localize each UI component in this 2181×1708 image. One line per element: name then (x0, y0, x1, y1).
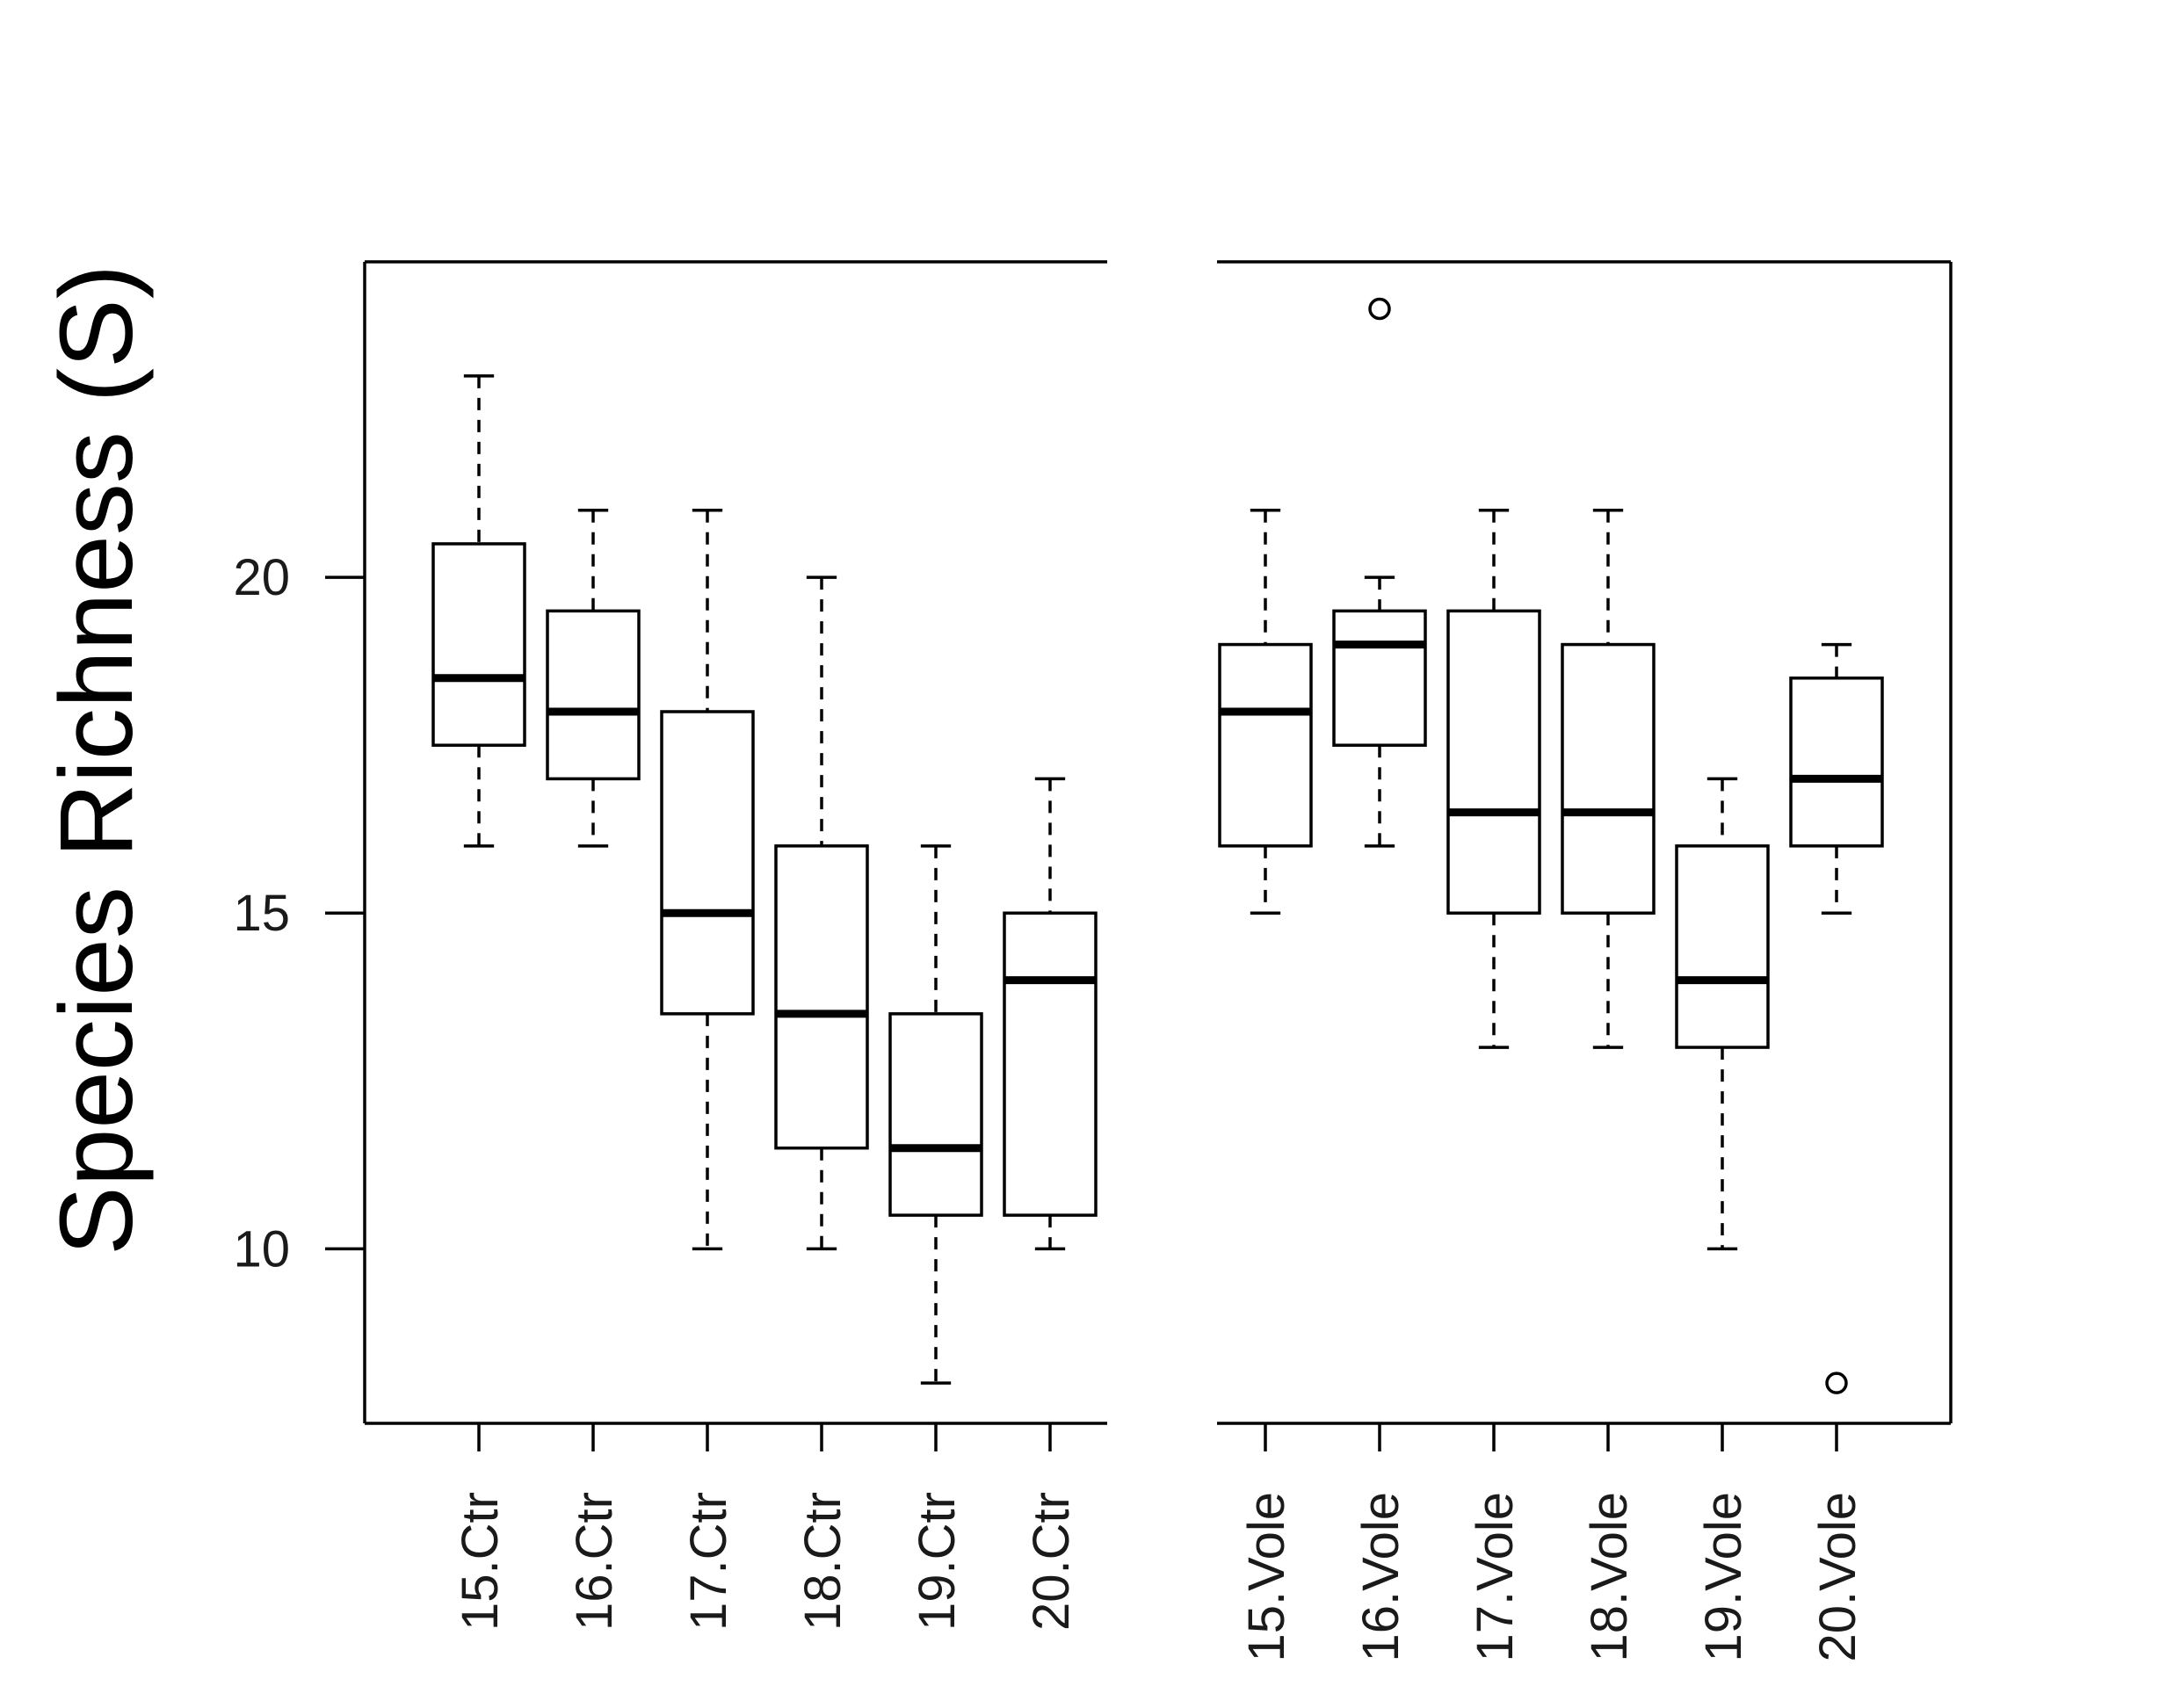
iqr-box (1561, 642, 1656, 915)
y-axis: 10 15 20 (233, 549, 365, 1277)
box-20.Vole: 20.Vole (1789, 642, 1884, 1662)
box-16.Vole: 16.Vole (1332, 297, 1427, 1662)
iqr-box (774, 844, 869, 1150)
iqr-box (1218, 642, 1313, 848)
box-15.Ctr: 15.Ctr (431, 374, 526, 1631)
box-18.Ctr: 18.Ctr (774, 575, 869, 1631)
iqr-box (1332, 609, 1427, 747)
iqr-box (546, 609, 641, 781)
iqr-box (1675, 844, 1770, 1049)
box-17.Ctr: 17.Ctr (660, 508, 755, 1631)
x-tick-label: 20.Ctr (1023, 1492, 1080, 1631)
box-20.Ctr: 20.Ctr (1003, 777, 1098, 1631)
iqr-box (431, 542, 526, 747)
x-tick-label: 15.Ctr (452, 1492, 509, 1631)
outlier-point (1368, 297, 1391, 321)
x-tick-label: 15.Vole (1238, 1492, 1295, 1662)
y-tick-label: 20 (233, 549, 290, 606)
box-15.Vole: 15.Vole (1218, 508, 1313, 1662)
y-axis-title: Species Richness (S) (39, 264, 155, 1256)
y-tick-label: 15 (233, 885, 290, 942)
iqr-box (660, 710, 755, 1016)
x-tick-label: 18.Ctr (794, 1492, 851, 1631)
x-tick-label: 20.Vole (1809, 1492, 1866, 1662)
iqr-box (1789, 677, 1884, 848)
x-tick-label: 18.Vole (1581, 1492, 1638, 1662)
x-tick-label: 19.Vole (1695, 1492, 1752, 1662)
box-19.Ctr: 19.Ctr (888, 844, 983, 1631)
vole-panel: 15.Vole 16.Vole 17.Vole 18.Vole 19.Vole 20.Vo… (1217, 260, 1953, 1662)
x-tick-label: 19.Ctr (909, 1492, 966, 1631)
y-tick-label: 10 (233, 1220, 290, 1277)
box-18.Vole: 18.Vole (1561, 508, 1656, 1662)
x-tick-label: 17.Vole (1467, 1492, 1524, 1662)
x-tick-label: 16.Ctr (566, 1492, 623, 1631)
iqr-box (1446, 609, 1541, 915)
ctr-panel: 15.Ctr 16.Ctr 17.Ctr 18.Ctr 19.Ctr 20.Ctr (363, 260, 1107, 1631)
box-17.Vole: 17.Vole (1446, 508, 1541, 1662)
x-tick-label: 17.Ctr (680, 1492, 737, 1631)
outlier-point (1825, 1371, 1848, 1394)
box-16.Ctr: 16.Ctr (546, 508, 641, 1631)
x-tick-label: 16.Vole (1352, 1492, 1409, 1662)
iqr-box (1003, 911, 1098, 1217)
box-19.Vole: 19.Vole (1675, 777, 1770, 1662)
iqr-box (888, 1012, 983, 1217)
